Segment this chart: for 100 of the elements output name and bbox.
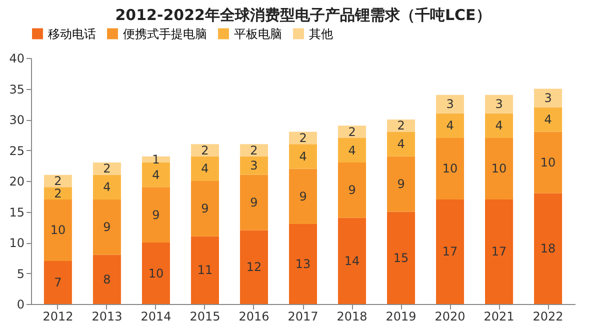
- bar: [289, 168, 317, 224]
- data-label: 4: [446, 118, 454, 133]
- x-tick-label: 2012: [42, 310, 74, 324]
- data-label: 9: [348, 183, 356, 198]
- bar: [142, 156, 170, 163]
- bar: [190, 156, 219, 181]
- data-label: 14: [344, 254, 360, 268]
- y-tick-label: 10: [9, 236, 24, 250]
- data-label: 4: [201, 162, 209, 176]
- data-label: 10: [442, 162, 458, 176]
- y-tick-label: 15: [9, 205, 24, 220]
- data-label: 2: [250, 143, 258, 158]
- y-tick-label: 20: [9, 174, 24, 188]
- data-label: 2: [201, 143, 209, 158]
- bar: [338, 138, 366, 163]
- bar: [142, 187, 170, 242]
- bar: [338, 162, 366, 218]
- data-label: 15: [393, 250, 409, 265]
- data-label: 12: [246, 260, 262, 274]
- bar: [142, 162, 170, 188]
- data-label: 8: [103, 272, 111, 286]
- bar: [485, 138, 514, 200]
- legend-label: 其他: [309, 26, 333, 41]
- data-label: 3: [250, 158, 258, 173]
- data-label: 13: [295, 257, 311, 272]
- bar: [534, 132, 562, 194]
- bar: [534, 193, 562, 304]
- x-tick-label: 2020: [434, 310, 466, 324]
- y-tick-label: 25: [9, 144, 24, 158]
- bar: [338, 126, 366, 138]
- data-label: 7: [54, 275, 62, 290]
- bar: [240, 174, 268, 230]
- y-tick-label: 30: [9, 113, 24, 127]
- data-label: 1: [152, 152, 160, 166]
- bar: [289, 224, 317, 304]
- x-tick-label: 2022: [532, 310, 564, 324]
- bar: [387, 156, 416, 212]
- data-label: 4: [299, 149, 307, 164]
- data-label: 2: [348, 124, 356, 139]
- x-tick-label: 2015: [190, 310, 220, 324]
- data-label: 11: [197, 263, 213, 278]
- data-label: 10: [491, 162, 507, 176]
- data-label: 4: [544, 112, 552, 126]
- bar: [534, 107, 562, 132]
- data-label: 2: [103, 162, 111, 176]
- x-tick-label: 2021: [484, 310, 514, 324]
- data-label: 3: [495, 97, 503, 112]
- bar: [240, 144, 268, 156]
- data-label: 18: [540, 242, 556, 256]
- bar: [436, 94, 464, 114]
- legend-label: 便携式手提电脑: [123, 26, 207, 41]
- data-label: 9: [397, 177, 405, 192]
- y-tick-label: 40: [9, 52, 24, 66]
- bar: [190, 181, 219, 236]
- data-label: 10: [540, 156, 556, 170]
- bar: [436, 138, 464, 200]
- x-tick-label: 2014: [140, 310, 172, 324]
- data-label: 2: [54, 174, 62, 188]
- bar: [534, 88, 562, 108]
- chart-title: 2012-2022年全球消费型电子产品锂需求（千吨LCE）: [115, 6, 491, 24]
- bar: [387, 132, 416, 156]
- y-tick-label: 35: [9, 82, 24, 96]
- data-label: 3: [544, 90, 552, 105]
- bar: [387, 212, 416, 304]
- bar: [44, 199, 72, 261]
- data-label: 17: [491, 244, 507, 259]
- data-label: 9: [250, 196, 258, 210]
- data-label: 2: [397, 118, 405, 133]
- x-tick-label: 2016: [238, 310, 270, 324]
- data-label: 17: [442, 244, 458, 259]
- data-label: 4: [348, 143, 356, 158]
- data-label: 2: [54, 186, 62, 200]
- bar: [44, 174, 72, 188]
- y-tick-label: 5: [16, 266, 24, 281]
- x-tick-label: 2013: [92, 310, 122, 324]
- data-label: 9: [299, 189, 307, 204]
- data-label: 4: [495, 118, 503, 133]
- bar: [142, 242, 170, 304]
- bar: [387, 120, 416, 132]
- bar: [92, 174, 121, 200]
- bar: [92, 199, 121, 255]
- data-label: 10: [50, 223, 66, 238]
- x-tick-label: 2019: [386, 310, 416, 324]
- bar: [92, 254, 121, 304]
- data-label: 3: [446, 97, 454, 112]
- data-label: 4: [397, 137, 405, 152]
- y-tick-label: 0: [16, 298, 24, 312]
- data-label: 4: [103, 180, 111, 194]
- bar: [190, 144, 219, 156]
- bar: [485, 113, 514, 138]
- bar: [44, 187, 72, 200]
- bar: [240, 230, 268, 304]
- bar: [338, 218, 366, 304]
- data-label: 10: [148, 266, 164, 280]
- data-label: 9: [103, 220, 111, 234]
- bar: [289, 144, 317, 169]
- bar: [92, 162, 121, 175]
- data-label: 9: [201, 202, 209, 216]
- bar: [240, 156, 268, 175]
- bar: [436, 199, 464, 304]
